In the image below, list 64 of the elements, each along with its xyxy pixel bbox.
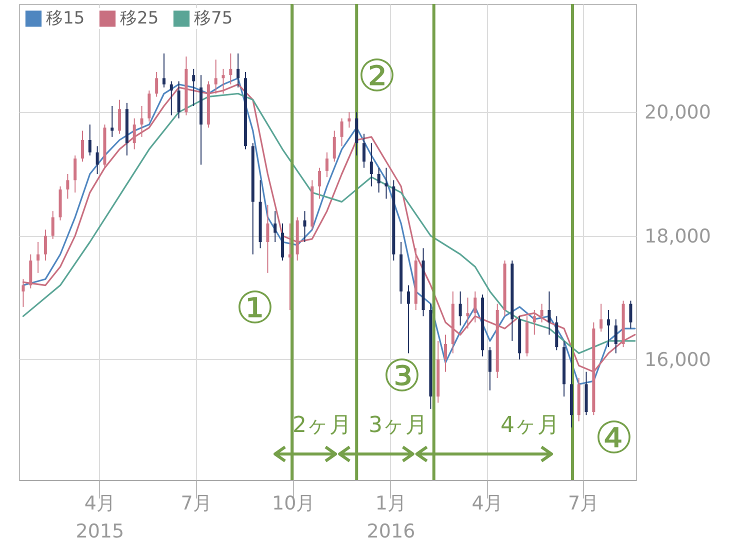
- annotation: 3ヶ月: [368, 413, 428, 438]
- legend-label: 移75: [194, 8, 233, 29]
- x-tick-label: 4月: [472, 492, 503, 514]
- legend-label: 移25: [120, 8, 159, 29]
- y-tick-label: 20,000: [644, 102, 711, 124]
- candlestick: [362, 133, 366, 168]
- candlestick: [170, 80, 173, 116]
- candlestick: [303, 210, 306, 242]
- candlestick: [540, 303, 544, 323]
- candlestick: [155, 72, 158, 98]
- candlestick: [532, 310, 536, 336]
- x-tick-label: 7月: [568, 492, 600, 514]
- candlestick: [88, 124, 92, 156]
- candlestick: [266, 204, 270, 274]
- candlestick: [340, 118, 344, 147]
- candlestick: [488, 346, 492, 391]
- candlestick: [348, 112, 351, 128]
- x-tick-label: 10月: [272, 492, 316, 514]
- candlestick: [466, 297, 470, 330]
- candlestick: [474, 290, 477, 323]
- legend-label: 移15: [46, 8, 85, 29]
- annotation: ④: [594, 413, 634, 464]
- y-tick-label: 18,000: [644, 225, 711, 248]
- candlestick: [229, 52, 232, 85]
- candlestick: [162, 52, 166, 88]
- annotation: ②: [357, 51, 397, 102]
- annotation: ①: [235, 283, 275, 334]
- candlestick: [444, 334, 448, 372]
- candlestick: [96, 146, 99, 174]
- candlestick: [74, 154, 77, 194]
- candlestick: [140, 106, 144, 138]
- annotation: 2ヶ月: [292, 413, 352, 438]
- candlestick: [614, 318, 618, 354]
- candlestick: [36, 242, 40, 274]
- candlestick: [44, 229, 47, 262]
- candlestick: [274, 210, 277, 242]
- candlestick: [458, 290, 462, 326]
- y-tick-label: 16,000: [644, 348, 711, 371]
- candlestick: [600, 303, 603, 332]
- candlestick: [110, 106, 114, 138]
- candlestick: [51, 210, 54, 240]
- candlestick: [384, 167, 388, 200]
- candlestick: [318, 167, 322, 200]
- candlestick: [118, 99, 122, 134]
- candlestick: [81, 130, 84, 162]
- candlestick: [370, 142, 373, 187]
- candlestick: [377, 167, 380, 194]
- candlestick: [406, 284, 410, 354]
- candlestick: [236, 52, 240, 88]
- candlestick: [288, 222, 292, 310]
- candlestick: [629, 300, 632, 330]
- candlestick: [332, 130, 336, 162]
- candlestick: [192, 68, 196, 106]
- candlestick: [132, 118, 136, 150]
- candlestick: [177, 80, 180, 119]
- x-tick-label: 7月: [180, 492, 212, 514]
- candlestick: [606, 310, 610, 348]
- x-tick-label: 4月 2015: [76, 492, 124, 542]
- candlestick: [548, 290, 551, 336]
- candlestick: [325, 152, 328, 178]
- candlestick: [66, 174, 70, 200]
- annotation: ③: [382, 351, 422, 402]
- x-tick-label: 1月 2016: [366, 492, 416, 542]
- annotation: 4ヶ月: [500, 413, 560, 438]
